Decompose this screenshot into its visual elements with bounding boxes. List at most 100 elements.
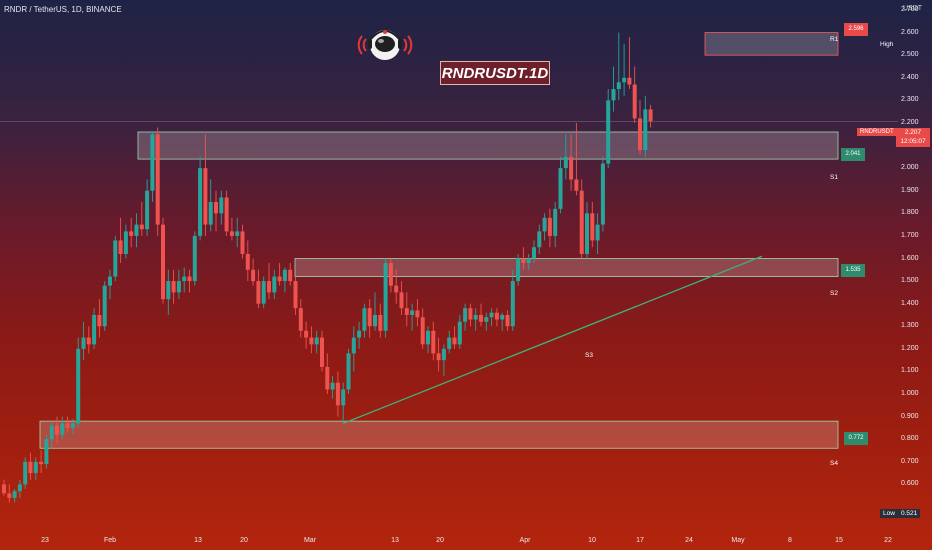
s1-value-tag: 2.041 xyxy=(841,148,865,161)
candle xyxy=(431,321,436,361)
candle xyxy=(293,276,298,315)
candle-body xyxy=(351,337,356,354)
candle-body xyxy=(648,109,653,122)
candle xyxy=(378,303,383,338)
candle xyxy=(325,353,330,395)
candle-body xyxy=(357,330,362,338)
candle xyxy=(452,326,457,349)
candle xyxy=(182,267,187,293)
candle xyxy=(256,269,261,309)
s3-name: S3 xyxy=(585,352,593,359)
candle-body xyxy=(590,213,595,241)
candle xyxy=(314,330,319,354)
candle xyxy=(33,457,38,480)
candle xyxy=(357,321,362,349)
candle-body xyxy=(245,253,250,270)
candle xyxy=(632,66,637,123)
current-price-box: 2.207 12:05:07 xyxy=(896,128,930,147)
current-price-value: 2.207 xyxy=(904,129,922,136)
candle-body xyxy=(176,281,181,293)
candle xyxy=(261,276,266,309)
time-tick-label: Apr xyxy=(519,537,531,544)
candle-body xyxy=(489,312,494,318)
candle xyxy=(473,308,478,331)
zone-s2[interactable] xyxy=(294,258,839,277)
candle-body xyxy=(261,281,266,304)
candle xyxy=(505,310,510,331)
candle xyxy=(123,224,128,259)
candle xyxy=(272,269,277,300)
candle-body xyxy=(224,197,229,232)
time-tick-label: 10 xyxy=(588,537,596,544)
candle-body xyxy=(404,308,409,315)
candle xyxy=(92,308,97,349)
candle xyxy=(7,484,12,503)
time-tick-label: 17 xyxy=(636,537,644,544)
candle xyxy=(102,281,107,331)
candle xyxy=(86,326,91,354)
candle-body xyxy=(70,423,75,428)
zone-s1[interactable] xyxy=(137,131,839,160)
candle xyxy=(516,253,521,286)
candle-body xyxy=(97,314,102,327)
candle-body xyxy=(219,197,224,214)
candle xyxy=(500,312,505,331)
candle-body xyxy=(595,224,600,241)
candle xyxy=(606,89,611,169)
candle-body xyxy=(320,337,324,367)
candle-body xyxy=(330,382,335,390)
candle xyxy=(2,479,6,496)
candle-body xyxy=(208,202,213,225)
candle xyxy=(611,66,616,112)
candle-body xyxy=(600,163,605,225)
symbol-watermark: RNDRUSDT.1D xyxy=(440,61,550,85)
candle-body xyxy=(113,240,118,277)
candle-body xyxy=(240,231,245,254)
candle xyxy=(468,303,473,327)
astronaut-headphones-icon xyxy=(356,22,414,68)
candle-body xyxy=(325,366,330,390)
candle xyxy=(277,263,282,286)
price-tick-label: 1.000 xyxy=(901,390,919,398)
candle-body xyxy=(532,247,536,259)
candle xyxy=(558,156,563,214)
candle xyxy=(638,100,642,155)
candle-body xyxy=(288,269,293,282)
candle xyxy=(627,37,632,90)
candle xyxy=(585,202,589,259)
candle-body xyxy=(526,258,531,264)
candle-body xyxy=(346,353,351,390)
price-tick-label: 0.600 xyxy=(901,480,919,488)
candle xyxy=(399,281,404,315)
candle-body xyxy=(198,168,203,236)
time-tick-label: Mar xyxy=(303,537,317,544)
candle xyxy=(383,258,388,338)
candle-body xyxy=(410,310,415,315)
candle-body xyxy=(494,312,499,320)
s3-trendline[interactable] xyxy=(342,255,763,425)
candle xyxy=(542,213,547,241)
candle xyxy=(436,337,441,372)
price-tick-label: 2.600 xyxy=(901,28,919,36)
currency-label: USDT xyxy=(903,5,923,12)
price-tick-label: 1.400 xyxy=(901,299,919,307)
candle-body xyxy=(17,484,22,492)
current-symbol-tag: RNDRUSDT xyxy=(857,128,897,136)
price-tick-label: 2.200 xyxy=(901,118,919,126)
candle-body xyxy=(399,292,404,309)
candle xyxy=(595,213,600,254)
zone-s4[interactable] xyxy=(39,420,839,449)
candle xyxy=(150,131,155,203)
time-tick-label: Feb xyxy=(103,537,117,544)
candle-body xyxy=(632,84,637,119)
candle xyxy=(203,134,208,236)
candle-body xyxy=(500,314,505,320)
price-tick-label: 0.800 xyxy=(901,435,919,443)
low-value: 0.521 xyxy=(898,509,921,518)
zone-r1[interactable] xyxy=(704,32,839,56)
candle-body xyxy=(643,109,648,151)
candle-body xyxy=(622,77,627,83)
time-tick-label: 8 xyxy=(788,537,792,544)
